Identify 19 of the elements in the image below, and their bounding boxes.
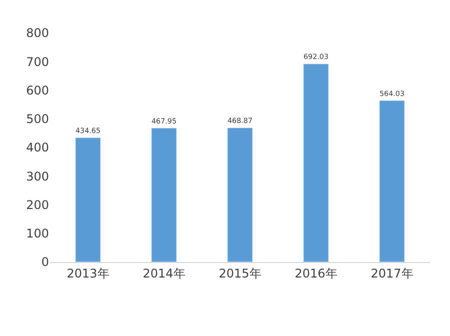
y-tick-label: 300 [26, 169, 49, 184]
x-tick-label: 2017年 [370, 266, 414, 280]
bar [227, 128, 253, 262]
x-tick-label: 2014年 [142, 266, 186, 280]
bar [151, 128, 177, 262]
x-tick-label: 2015年 [218, 266, 262, 280]
y-tick-label: 0 [41, 255, 49, 270]
y-tick-label: 200 [26, 198, 49, 212]
y-tick-label: 700 [26, 54, 49, 69]
y-tick-label: 100 [26, 226, 49, 241]
bar [303, 64, 329, 262]
x-tick-label: 2013年 [66, 266, 110, 280]
bar [379, 100, 405, 262]
y-tick-label: 600 [26, 83, 49, 98]
y-tick-label: 500 [26, 112, 49, 126]
y-tick-label: 800 [26, 26, 49, 40]
bar [75, 137, 101, 262]
x-tick-label: 2016年 [294, 266, 338, 280]
y-tick-label: 400 [26, 140, 49, 155]
